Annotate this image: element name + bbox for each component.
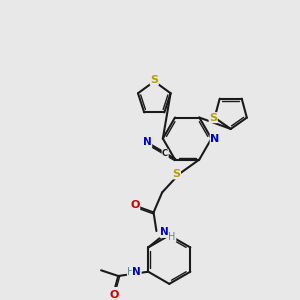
Text: O: O (109, 290, 119, 300)
Text: N: N (143, 137, 152, 147)
Text: N: N (160, 227, 169, 237)
Text: C: C (162, 149, 168, 158)
Text: S: S (150, 75, 158, 85)
Text: S: S (209, 113, 217, 123)
Text: O: O (130, 200, 140, 210)
Text: N: N (210, 134, 220, 143)
Text: H: H (128, 267, 135, 277)
Text: N: N (132, 267, 141, 277)
Text: S: S (172, 169, 180, 179)
Text: H: H (169, 232, 176, 242)
